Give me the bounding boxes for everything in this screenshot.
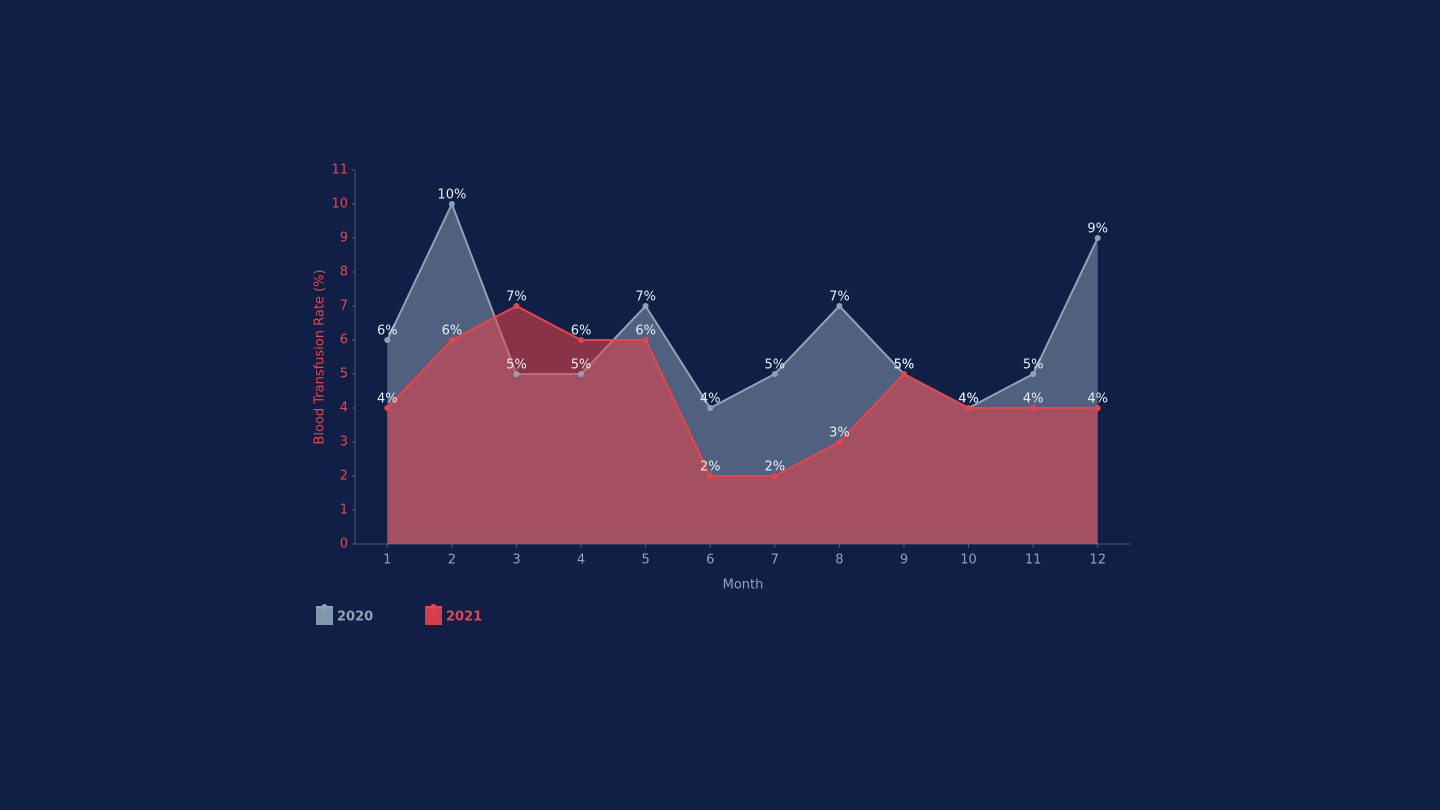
point	[384, 337, 391, 343]
point	[448, 337, 455, 343]
point	[513, 303, 520, 309]
value-label: 7%	[829, 290, 850, 305]
value-label: 4%	[1023, 392, 1044, 407]
value-label: 5%	[506, 358, 527, 373]
y-tick-label: 7	[340, 299, 348, 314]
x-tick-label: 3	[512, 553, 520, 568]
y-tick-label: 9	[340, 231, 348, 246]
y-axis-title: Blood Transfusion Rate (%)	[313, 269, 328, 444]
y-tick-label: 8	[340, 265, 348, 280]
value-label: 4%	[377, 392, 398, 407]
point	[1030, 405, 1037, 411]
x-tick-label: 11	[1025, 553, 1042, 568]
value-label: 3%	[829, 426, 850, 441]
x-tick-label: 8	[835, 553, 843, 568]
x-tick-label: 4	[577, 553, 585, 568]
value-label: 2%	[700, 460, 721, 475]
point	[771, 473, 778, 479]
y-tick-label: 10	[331, 197, 348, 212]
value-label: 6%	[571, 324, 592, 339]
value-label: 6%	[377, 324, 398, 339]
value-label: 4%	[958, 392, 979, 407]
y-tick-label: 5	[340, 367, 348, 382]
x-tick-label: 6	[706, 553, 714, 568]
value-label: 4%	[958, 392, 979, 407]
legend-swatch	[425, 607, 442, 625]
value-label: 9%	[1087, 222, 1108, 237]
x-tick-label: 9	[900, 553, 908, 568]
area	[387, 306, 1098, 544]
legend-dot	[430, 604, 437, 610]
point	[1094, 405, 1101, 411]
x-tick-label: 1	[383, 553, 391, 568]
y-tick-label: 0	[340, 537, 348, 552]
y-tick-label: 4	[340, 401, 348, 416]
point	[900, 371, 907, 377]
point	[707, 405, 714, 411]
y-tick-label: 11	[331, 163, 348, 178]
value-label: 7%	[506, 290, 527, 305]
y-tick-label: 6	[340, 333, 348, 348]
point	[771, 371, 778, 377]
value-label: 2%	[764, 460, 785, 475]
value-label: 5%	[764, 358, 785, 373]
point	[965, 405, 972, 411]
y-tick-label: 1	[340, 503, 348, 518]
legend-dot	[321, 604, 328, 610]
legend-label: 2021	[446, 610, 482, 625]
value-label: 5%	[894, 358, 915, 373]
line	[386, 304, 1098, 477]
x-tick-label: 12	[1089, 553, 1106, 568]
point	[384, 405, 391, 411]
point	[707, 473, 714, 479]
x-tick-label: 5	[641, 553, 649, 568]
point	[578, 337, 585, 343]
point	[513, 371, 520, 377]
point	[578, 371, 585, 377]
point	[642, 337, 649, 343]
x-tick-label: 2	[448, 553, 456, 568]
legend-swatch	[316, 607, 333, 625]
point	[836, 303, 843, 309]
x-tick-label: 7	[771, 553, 779, 568]
value-label: 4%	[1087, 392, 1108, 407]
value-label: 6%	[635, 324, 656, 339]
point	[448, 201, 455, 207]
value-label: 4%	[700, 392, 721, 407]
x-tick-label: 10	[960, 553, 977, 568]
value-label: 10%	[437, 188, 466, 203]
value-label: 5%	[571, 358, 592, 373]
x-axis-title: Month	[723, 578, 764, 593]
legend-label: 2020	[337, 610, 373, 625]
point	[1094, 235, 1101, 241]
value-label: 6%	[442, 324, 463, 339]
value-label: 7%	[635, 290, 656, 305]
y-tick-label: 3	[340, 435, 348, 450]
y-tick-label: 2	[340, 469, 348, 484]
point	[1030, 371, 1037, 377]
point	[642, 303, 649, 309]
value-label: 5%	[894, 358, 915, 373]
value-label: 5%	[1023, 358, 1044, 373]
point	[836, 439, 843, 445]
